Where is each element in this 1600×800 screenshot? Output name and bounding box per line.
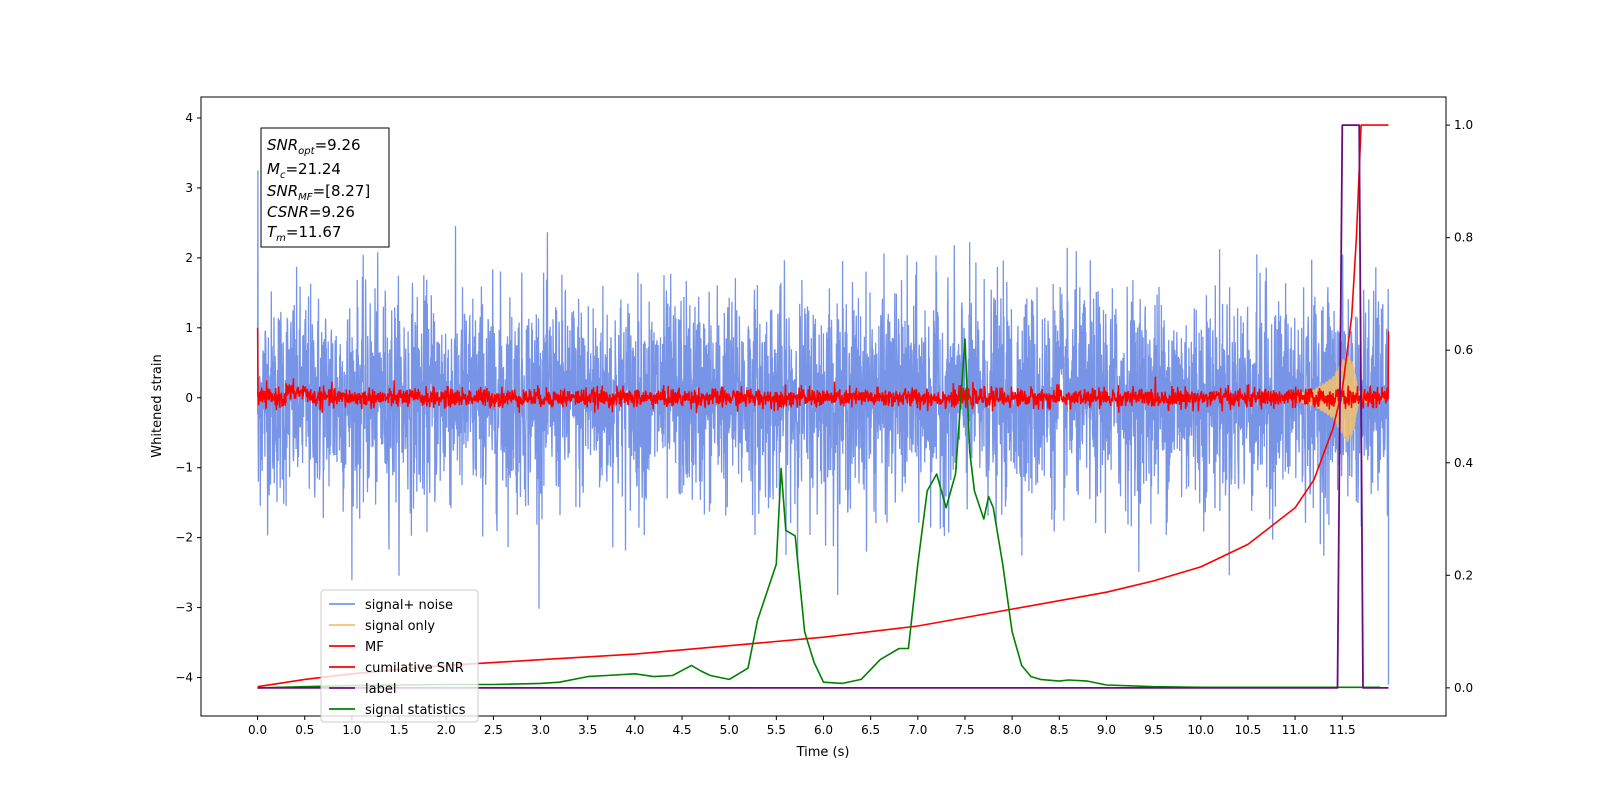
legend-frame bbox=[320, 589, 479, 723]
x-tick-label: 2.0 bbox=[437, 723, 456, 737]
y2-tick-label: 0.6 bbox=[1454, 343, 1473, 357]
series-signal-statistics bbox=[257, 338, 1380, 689]
y-tick-label: 2 bbox=[185, 251, 193, 265]
y-tick-label: −3 bbox=[175, 601, 193, 615]
y-tick-label: −2 bbox=[175, 531, 193, 545]
x-tick-label: 8.0 bbox=[1003, 723, 1022, 737]
x-tick-label: 4.5 bbox=[672, 723, 691, 737]
legend-entry: label bbox=[365, 682, 396, 697]
series-layer bbox=[256, 124, 1390, 689]
x-tick-label: 2.5 bbox=[484, 723, 503, 737]
x-tick-label: 8.5 bbox=[1050, 723, 1069, 737]
annotation-csnr: CSNR=9.26 bbox=[267, 203, 355, 221]
x-axis-label: Time (s) bbox=[796, 745, 850, 760]
y-tick-label: 3 bbox=[185, 181, 193, 195]
x-tick-label: 1.0 bbox=[342, 723, 361, 737]
series-label bbox=[257, 124, 1389, 689]
x-tick-label: 6.5 bbox=[861, 723, 880, 737]
x-tick-label: 7.0 bbox=[908, 723, 927, 737]
annotation-snr-opt: SNRopt=9.26 bbox=[267, 136, 361, 157]
legend-entry: signal statistics bbox=[365, 703, 466, 718]
x-tick-label: 11.0 bbox=[1282, 723, 1309, 737]
y-tick-label: −4 bbox=[175, 671, 193, 685]
y-tick-label: 1 bbox=[185, 321, 193, 335]
y-tick-label: −1 bbox=[175, 461, 193, 475]
y-tick-label: 4 bbox=[185, 111, 193, 125]
y-axis-label: Whitened strain bbox=[150, 354, 165, 457]
annotation-snr-mf: SNRMF=[8.27] bbox=[267, 182, 370, 203]
x-tick-label: 6.0 bbox=[814, 723, 833, 737]
y2-tick-label: 0.8 bbox=[1454, 231, 1473, 245]
y2-tick-label: 0.2 bbox=[1454, 568, 1473, 582]
x-tick-label: 1.5 bbox=[390, 723, 409, 737]
annotation-box: SNRopt=9.26 Mc=21.24 SNRMF=[8.27] CSNR=9… bbox=[260, 127, 390, 248]
annotation-frame bbox=[260, 127, 390, 248]
annotation-tm: Tm=11.67 bbox=[267, 223, 341, 244]
x-tick-label: 4.0 bbox=[625, 723, 644, 737]
x-tick-label: 5.5 bbox=[767, 723, 786, 737]
series-mf bbox=[256, 327, 1390, 414]
x-tick-label: 10.0 bbox=[1187, 723, 1214, 737]
annotation-mc: Mc=21.24 bbox=[267, 160, 341, 181]
y2-tick-label: 0.0 bbox=[1454, 681, 1473, 695]
x-tick-label: 10.5 bbox=[1235, 723, 1262, 737]
x-tick-label: 5.0 bbox=[720, 723, 739, 737]
legend-entry: cumilative SNR bbox=[365, 661, 464, 676]
x-tick-label: 3.0 bbox=[531, 723, 550, 737]
y2-tick-label: 0.4 bbox=[1454, 456, 1473, 470]
x-tick-label: 0.5 bbox=[295, 723, 314, 737]
x-tick-label: 11.5 bbox=[1329, 723, 1356, 737]
legend-entry: signal+ noise bbox=[365, 598, 453, 613]
legend-entry: signal only bbox=[365, 619, 435, 634]
y2-tick-label: 1.0 bbox=[1454, 118, 1473, 132]
x-tick-label: 9.0 bbox=[1097, 723, 1116, 737]
series-cumulative-snr bbox=[257, 124, 1389, 688]
x-tick-label: 0.0 bbox=[248, 723, 267, 737]
x-tick-label: 9.5 bbox=[1144, 723, 1163, 737]
legend: signal+ noise signal only MF cumilative SNR… bbox=[320, 589, 479, 723]
x-tick-label: 3.5 bbox=[578, 723, 597, 737]
plot-area bbox=[256, 124, 1390, 689]
axes-layer: 0.0 0.5 1.0 1.5 2.0 2.5 3.0 3.5 4.0 4.5 5.0 5.5 6.0 6… bbox=[175, 111, 1473, 737]
legend-entry: MF bbox=[365, 640, 384, 655]
y-tick-label: 0 bbox=[185, 391, 193, 405]
x-tick-label: 7.5 bbox=[955, 723, 974, 737]
